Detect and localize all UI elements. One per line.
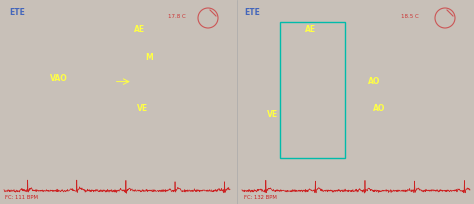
Text: VE: VE <box>267 110 278 119</box>
Text: M: M <box>146 53 153 62</box>
Text: ETE: ETE <box>244 8 260 17</box>
Bar <box>280 22 345 158</box>
Text: FC: 111 BPM: FC: 111 BPM <box>5 195 38 200</box>
Text: AE: AE <box>134 25 146 34</box>
Text: AE: AE <box>305 25 316 34</box>
Text: AO: AO <box>373 104 385 113</box>
Text: 17.8 C: 17.8 C <box>168 14 186 19</box>
Text: FC: 132 BPM: FC: 132 BPM <box>244 195 277 200</box>
Text: VE: VE <box>137 104 148 113</box>
Text: AO: AO <box>368 77 381 86</box>
Text: ETE: ETE <box>9 8 25 17</box>
Text: VAO: VAO <box>50 74 68 83</box>
Text: 18.5 C: 18.5 C <box>401 14 418 19</box>
